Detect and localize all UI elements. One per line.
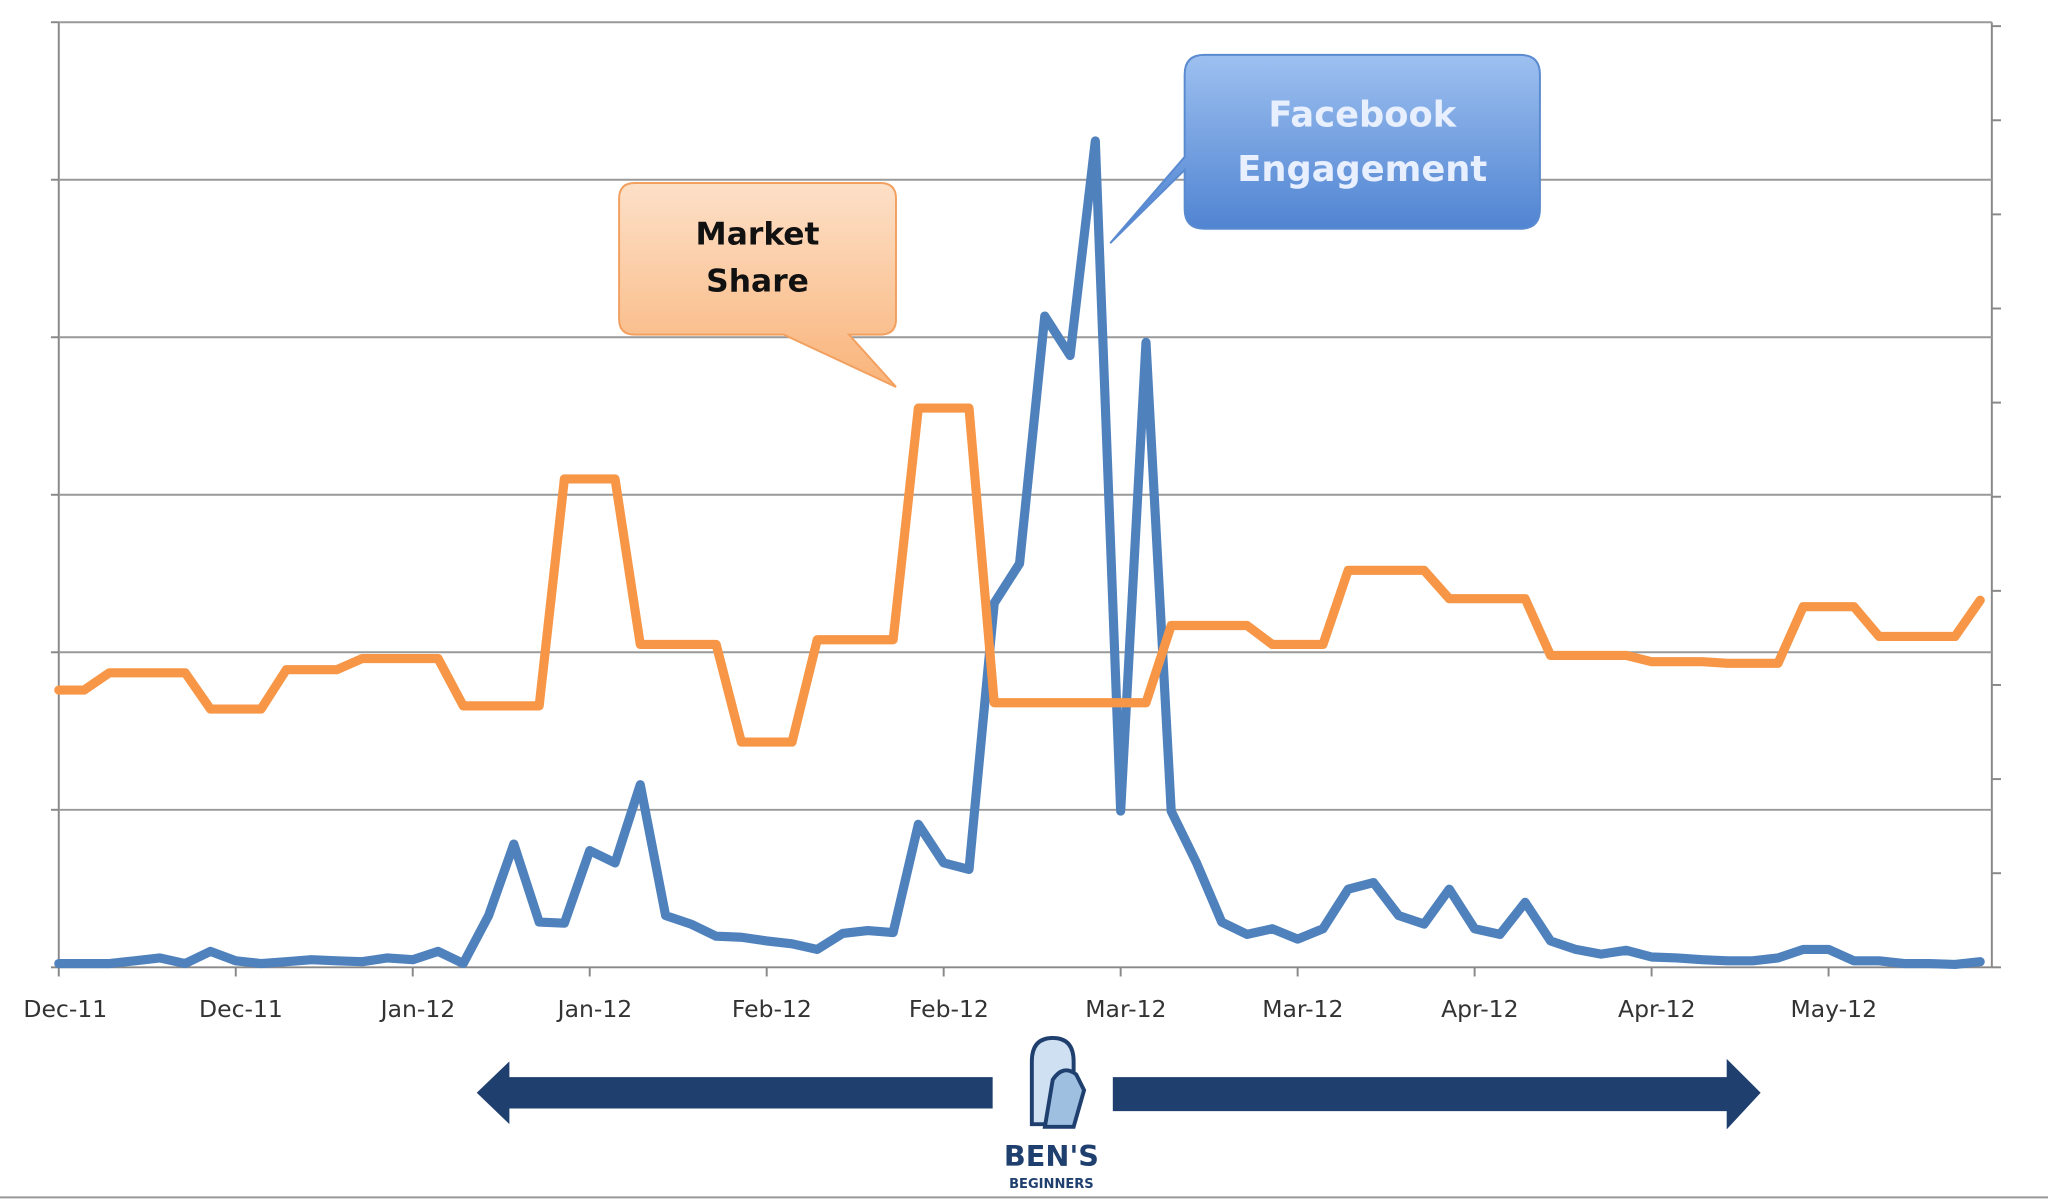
x-tick-label: Jan-12 [556,995,633,1023]
x-tick-label: Dec-11 [23,995,107,1023]
callout-text: Share [706,263,809,299]
x-tick-label: Feb-12 [909,995,989,1023]
x-tick-label: Mar-12 [1085,995,1166,1023]
grid: Dec-11 Dec-11 Jan-12 Jan-12 Feb-12 Feb-12 Mar-… [23,21,2001,1023]
x-tick-label: Jan-12 [379,995,456,1023]
lines [54,136,1985,970]
x-tick-label: Dec-11 [199,995,283,1023]
arrow-left [476,1061,993,1125]
x-tick-label: Feb-12 [732,995,812,1023]
x-tick-label: Mar-12 [1262,995,1343,1023]
callout-text: Facebook [1268,94,1457,135]
series-line [54,136,1985,970]
callout-text: Market [696,216,820,252]
x-tick-label: May-12 [1791,995,1878,1023]
logo-icon [1029,1035,1087,1129]
series-line [54,403,1985,747]
logo-tagline: BEGINNERS [1009,1177,1094,1192]
callout-text: Engagement [1237,149,1487,190]
callout-market-share [618,182,897,388]
callout-facebook-engagement [1109,53,1541,244]
x-tick-label: Apr-12 [1618,995,1696,1023]
x-tick-label: Apr-12 [1441,995,1519,1023]
logo-name: BEN'S [1004,1139,1099,1173]
arrow-right [1112,1058,1761,1130]
